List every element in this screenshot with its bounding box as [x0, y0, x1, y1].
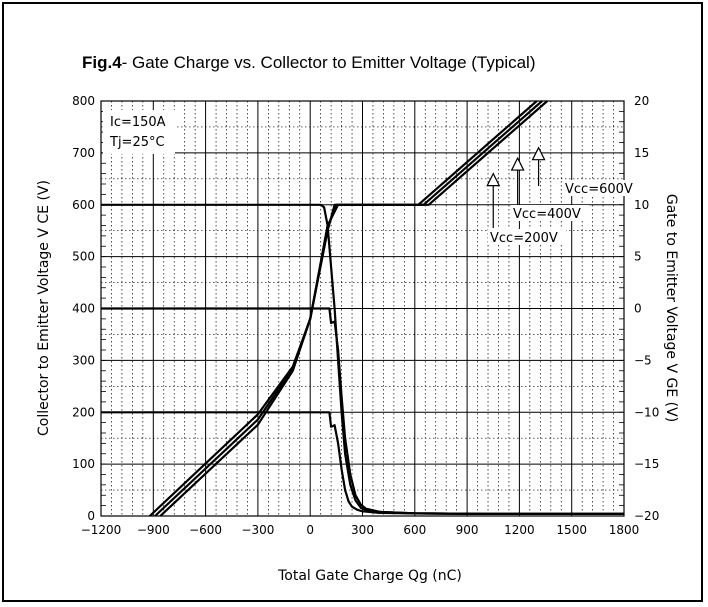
chart-frame [2, 2, 703, 602]
conditions-box: Ic=150A Tj=25°C [103, 110, 175, 154]
y-axis-left-label: Collector to Emitter Voltage V CE (V) [36, 180, 52, 436]
chart-title-bold: Fig.4 [82, 53, 122, 72]
y-right-tick-label: 10 [634, 198, 649, 212]
grid [101, 101, 624, 516]
x-tick-label: 900 [456, 523, 479, 537]
x-tick-label: 1500 [556, 523, 587, 537]
x-tick-label: 1200 [504, 523, 535, 537]
y-left-tick-label: 600 [72, 198, 95, 212]
annotation-label-bg [563, 180, 641, 196]
x-tick-label: 600 [403, 523, 426, 537]
x-tick-label: −1200 [81, 523, 122, 537]
x-tick-label: −600 [189, 523, 222, 537]
y-left-tick-label: 700 [72, 146, 95, 160]
y-axis-right-label: Gate to Emitter Voltage V GE (V) [663, 194, 679, 422]
y-right-tick-label: −5 [634, 353, 652, 367]
annotations: Vcc=600V Vcc=400V Vcc=200V [486, 146, 641, 246]
y-left-tick-label: 300 [72, 353, 95, 367]
annotation-label-bg [511, 205, 589, 221]
x-tick-label: 1800 [609, 523, 640, 537]
y-left-tick-label: 800 [72, 94, 95, 108]
y-right-tick-label: −10 [634, 405, 659, 419]
x-tick-label: −900 [137, 523, 170, 537]
x-tick-label: 300 [351, 523, 374, 537]
chart-title: Fig.4- Gate Charge vs. Collector to Emit… [82, 53, 536, 72]
y-left-tick-label: 200 [72, 405, 95, 419]
y-left-tick-label: 100 [72, 457, 95, 471]
annotation-arrow [486, 172, 501, 187]
annotation-label: Vcc=200V [490, 231, 558, 246]
series-line-2 [101, 203, 624, 516]
chart-title-rest: - Gate Charge vs. Collector to Emitter V… [122, 53, 536, 72]
y-left-tick-label: 500 [72, 250, 95, 264]
series-line-5 [159, 100, 549, 517]
y-right-tick-label: 5 [634, 250, 642, 264]
annotation-label: Vcc=400V [513, 207, 581, 222]
y-left-tick-label: 400 [72, 302, 95, 316]
annotation-label: Vcc=600V [565, 182, 633, 197]
series-group [101, 100, 624, 517]
condition-current: Ic=150A [110, 115, 166, 130]
x-tick-label: 0 [306, 523, 314, 537]
ticks: −1200 −900 −600 −300 0 300 600 900 1200 1500 1800 0… [72, 94, 659, 537]
y-right-tick-label: −15 [634, 457, 659, 471]
plot-border [100, 100, 625, 517]
y-right-tick-label: 15 [634, 146, 649, 160]
annotation-arrow [510, 156, 525, 171]
y-left-tick-label: 0 [87, 509, 95, 523]
annotation-arrow [531, 146, 546, 161]
x-tick-label: −300 [241, 523, 274, 537]
y-right-tick-label: 20 [634, 94, 649, 108]
condition-temperature: Tj=25°C [109, 135, 165, 150]
x-axis-label: Total Gate Charge Qg (nC) [277, 568, 462, 584]
annotation-label-bg [488, 229, 566, 245]
y-right-tick-label: 0 [634, 302, 642, 316]
y-right-tick-label: −20 [634, 509, 659, 523]
